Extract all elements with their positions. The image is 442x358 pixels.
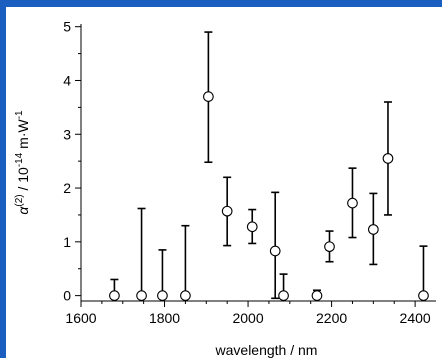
- data-point: [221, 205, 233, 217]
- x-tick-label: 1600: [65, 310, 96, 326]
- data-point: [418, 290, 429, 301]
- data-point: [347, 197, 358, 209]
- x-tick-label: 2000: [232, 310, 263, 326]
- x-axis-ticks: 1600 1800 2000 2200 2400: [65, 301, 431, 326]
- y-axis-title-part: / 10: [15, 167, 31, 194]
- error-bar: [158, 249, 167, 296]
- y-axis-title-part: m·W: [15, 118, 31, 152]
- x-axis-title: wavelength / nm: [215, 342, 318, 358]
- error-bars: [110, 31, 428, 300]
- data-point: [180, 290, 191, 301]
- error-bar: [271, 191, 280, 300]
- y-axis-title-part: α: [15, 206, 31, 215]
- data-point: [368, 224, 379, 235]
- y-axis-title-superscript: -14: [14, 152, 25, 167]
- chart-panel: 0 1 2 3 4 5 1600 1800 2000 2200 2400 wavelength /…: [6, 7, 442, 358]
- y-tick-label: 0: [63, 288, 71, 304]
- data-point: [157, 290, 168, 301]
- y-tick-label: 1: [63, 234, 71, 250]
- data-point: [246, 221, 258, 233]
- data-point: [109, 290, 120, 301]
- y-axis-title-superscript: (2): [14, 194, 25, 206]
- y-tick-label: 5: [63, 19, 71, 35]
- y-axis-title-superscript: -1: [14, 110, 25, 119]
- y-axis-title: α(2) / 10-14 m·W-1: [14, 110, 31, 215]
- error-bar: [137, 207, 146, 296]
- x-tick-label: 2200: [316, 310, 347, 326]
- data-point: [203, 91, 214, 102]
- error-bar: [419, 245, 428, 296]
- error-bar: [181, 224, 190, 296]
- y-tick-label: 4: [63, 72, 71, 88]
- x-tick-label: 2400: [400, 310, 431, 326]
- x-tick-label: 1800: [149, 310, 180, 326]
- data-point: [311, 290, 323, 301]
- data-point: [278, 290, 289, 301]
- data-point: [324, 241, 335, 253]
- y-tick-label: 2: [63, 180, 71, 196]
- data-markers: [109, 91, 429, 301]
- data-point: [382, 153, 394, 164]
- y-axis-ticks: 0 1 2 3 4 5: [63, 19, 81, 304]
- data-point: [136, 290, 147, 301]
- scatter-chart: 0 1 2 3 4 5 1600 1800 2000 2200 2400 wavelength /…: [14, 19, 436, 358]
- data-point: [269, 245, 281, 257]
- axes: [80, 24, 436, 302]
- y-tick-label: 3: [63, 126, 71, 142]
